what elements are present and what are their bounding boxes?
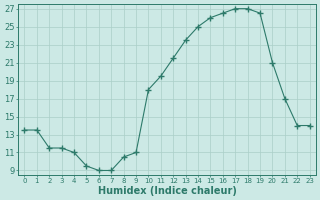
X-axis label: Humidex (Indice chaleur): Humidex (Indice chaleur) [98,186,236,196]
